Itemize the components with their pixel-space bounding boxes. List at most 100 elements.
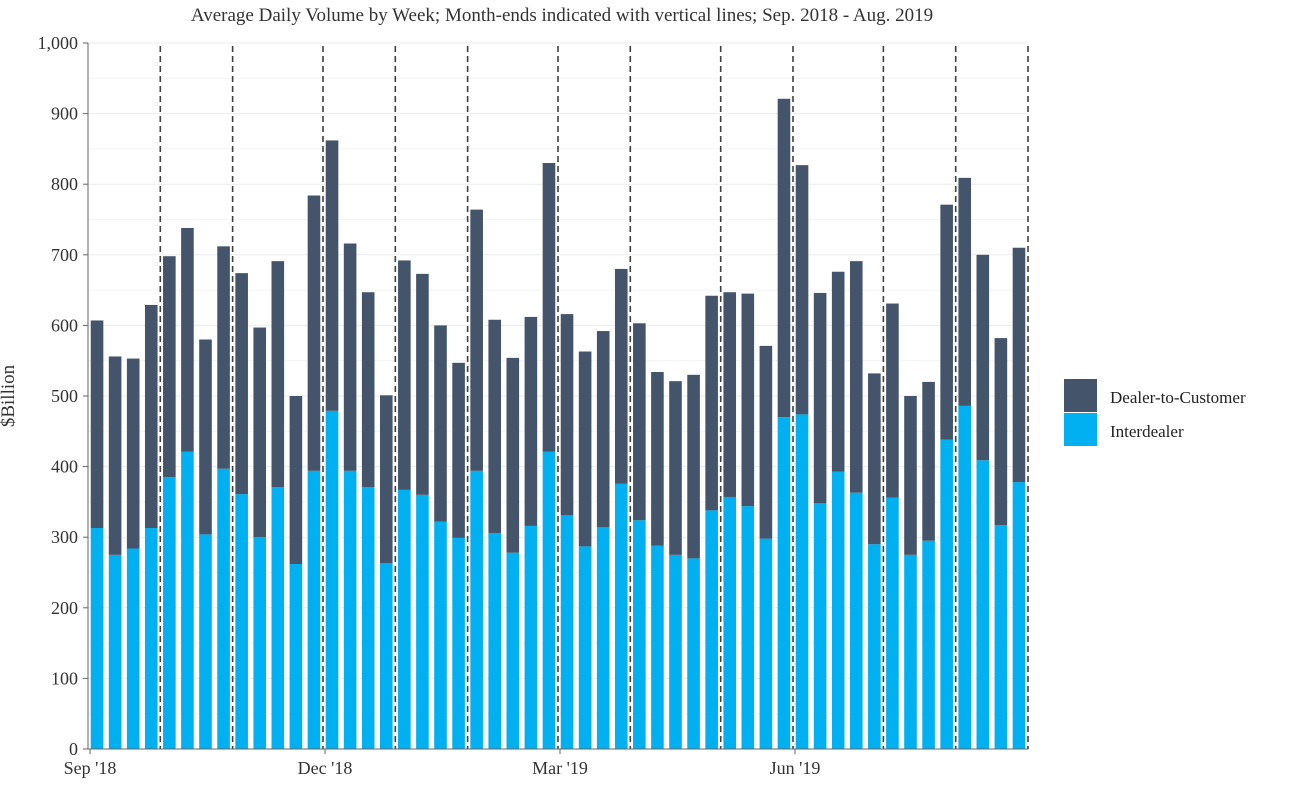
- bar-interdealer: [235, 494, 248, 749]
- bar-interdealer: [361, 487, 375, 749]
- y-tick-label: 0: [69, 739, 78, 759]
- bar-interdealer: [144, 528, 158, 749]
- bar-interdealer: [651, 545, 664, 749]
- bar-dealer-to-customer: [922, 381, 935, 541]
- legend-label: Interdealer: [1110, 422, 1184, 441]
- bar-interdealer: [434, 521, 447, 749]
- bar-dealer-to-customer: [723, 292, 737, 497]
- bar-dealer-to-customer: [343, 243, 357, 471]
- bar-interdealer: [163, 477, 176, 749]
- bar-dealer-to-customer: [271, 261, 285, 488]
- bar-interdealer: [560, 515, 574, 749]
- bar-interdealer: [614, 483, 628, 749]
- bar-dealer-to-customer: [108, 356, 122, 555]
- bar-interdealer: [886, 497, 899, 749]
- y-axis-title: $Billion: [0, 364, 19, 427]
- bar-interdealer: [723, 496, 737, 749]
- bar-dealer-to-customer: [687, 374, 700, 559]
- bar-dealer-to-customer: [163, 256, 176, 478]
- bar-interdealer: [90, 528, 104, 749]
- y-tick-label: 600: [51, 315, 78, 335]
- x-tick-label: Mar '19: [532, 758, 588, 778]
- bar-interdealer: [868, 544, 881, 749]
- bar-dealer-to-customer: [524, 316, 538, 526]
- bar-interdealer: [831, 471, 845, 749]
- month-end-lines: [159, 46, 1029, 749]
- bar-dealer-to-customer: [90, 320, 104, 529]
- legend: Dealer-to-Customer Interdealer: [1064, 379, 1246, 446]
- bar-interdealer: [108, 554, 122, 749]
- bar-interdealer: [470, 470, 483, 749]
- bar-interdealer: [795, 414, 809, 749]
- bar-interdealer: [596, 527, 610, 749]
- y-tick-label: 900: [51, 104, 78, 124]
- bar-interdealer: [452, 537, 465, 749]
- y-tick-label: 200: [51, 598, 78, 618]
- legend-swatch: [1064, 413, 1097, 446]
- bar-interdealer: [669, 554, 682, 749]
- bar-dealer-to-customer: [307, 195, 321, 471]
- bar-dealer-to-customer: [361, 292, 375, 488]
- bar-dealer-to-customer: [741, 293, 755, 507]
- bar-dealer-to-customer: [470, 209, 483, 471]
- bar-interdealer: [759, 538, 773, 749]
- bar-dealer-to-customer: [235, 273, 248, 495]
- bar-dealer-to-customer: [994, 338, 1008, 526]
- bar-interdealer: [199, 534, 212, 749]
- bar-interdealer: [849, 492, 863, 749]
- bar-interdealer: [379, 563, 393, 749]
- bar-dealer-to-customer: [958, 177, 972, 406]
- bar-interdealer: [126, 548, 140, 749]
- bar-dealer-to-customer: [813, 292, 827, 504]
- bar-dealer-to-customer: [614, 268, 628, 484]
- bar-dealer-to-customer: [868, 373, 881, 545]
- x-tick-label: Jun '19: [770, 758, 821, 778]
- bar-interdealer: [904, 554, 917, 749]
- bar-interdealer: [506, 552, 520, 749]
- bar-dealer-to-customer: [886, 303, 899, 498]
- bar-dealer-to-customer: [144, 304, 158, 529]
- bar-interdealer: [542, 451, 556, 749]
- bar-interdealer: [976, 460, 990, 749]
- bar-interdealer: [813, 503, 827, 749]
- bar-dealer-to-customer: [217, 246, 230, 469]
- bar-interdealer: [416, 494, 429, 749]
- bar-interdealer: [325, 410, 339, 749]
- y-tick-label: 1,000: [38, 33, 79, 53]
- chart-title: Average Daily Volume by Week; Month-ends…: [191, 5, 933, 26]
- bar-interdealer: [633, 520, 646, 749]
- bar-dealer-to-customer: [651, 371, 664, 546]
- bar-interdealer: [705, 510, 718, 749]
- bar-interdealer: [578, 546, 592, 749]
- bar-dealer-to-customer: [199, 339, 212, 535]
- bar-dealer-to-customer: [126, 358, 140, 549]
- bar-dealer-to-customer: [759, 345, 773, 539]
- bar-dealer-to-customer: [560, 314, 574, 516]
- x-axis: Sep '18 Dec '18 Mar '19 Jun '19: [64, 748, 1028, 778]
- bar-dealer-to-customer: [940, 204, 953, 440]
- y-tick-label: 100: [51, 668, 78, 688]
- y-tick-label: 400: [51, 457, 78, 477]
- bar-interdealer: [687, 558, 700, 749]
- bar-dealer-to-customer: [542, 163, 556, 452]
- bar-dealer-to-customer: [578, 351, 592, 547]
- y-tick-label: 700: [51, 245, 78, 265]
- bar-dealer-to-customer: [289, 396, 303, 565]
- bar-interdealer: [777, 417, 791, 749]
- bar-dealer-to-customer: [181, 227, 194, 452]
- bar-dealer-to-customer: [795, 165, 809, 415]
- bar-interdealer: [217, 468, 230, 749]
- bar-dealer-to-customer: [416, 273, 429, 495]
- bar-dealer-to-customer: [398, 260, 411, 490]
- y-tick-label: 500: [51, 386, 78, 406]
- x-tick-label: Dec '18: [298, 758, 353, 778]
- bar-interdealer: [181, 451, 194, 749]
- bar-interdealer: [398, 489, 411, 749]
- bar-dealer-to-customer: [633, 323, 646, 521]
- bar-interdealer: [307, 470, 321, 749]
- bar-interdealer: [343, 470, 357, 749]
- bar-interdealer: [524, 525, 538, 749]
- bar-interdealer: [271, 487, 285, 749]
- legend-swatch: [1064, 379, 1097, 412]
- bar-dealer-to-customer: [452, 362, 465, 538]
